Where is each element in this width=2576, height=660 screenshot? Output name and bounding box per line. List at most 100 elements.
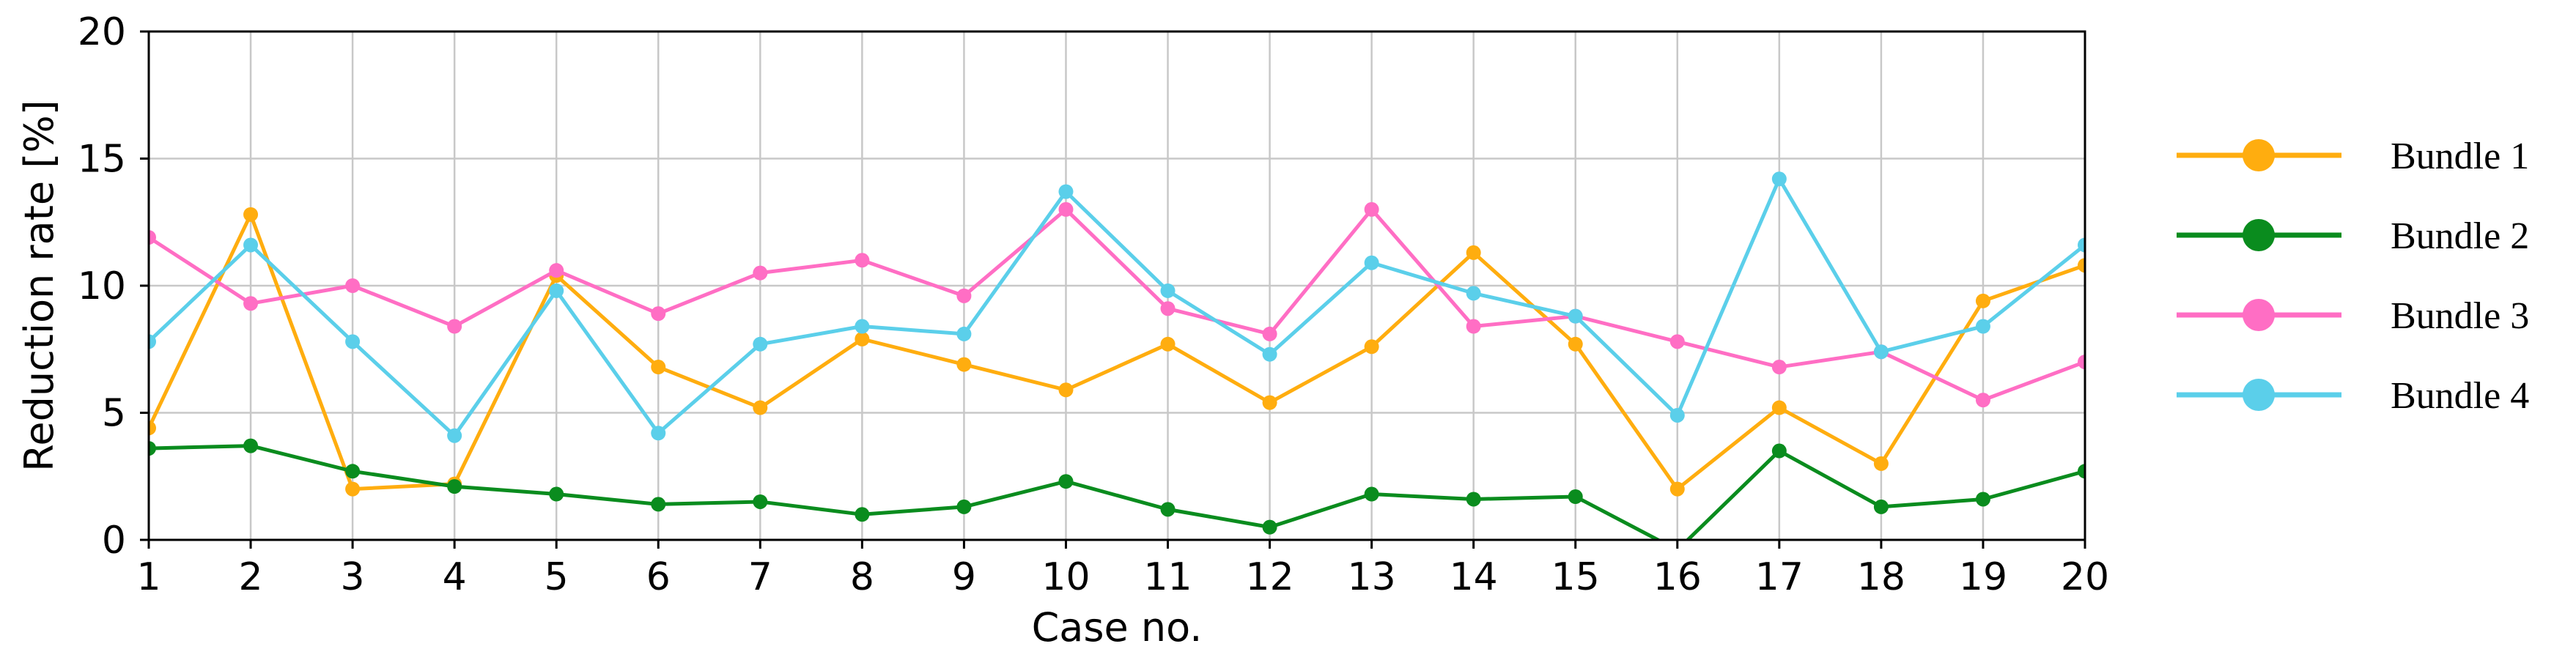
x-axis-title: Case no.: [1032, 604, 1203, 650]
data-point: [243, 296, 259, 311]
data-point: [1466, 245, 1481, 260]
y-tick-label: 20: [78, 10, 126, 54]
data-point: [345, 334, 361, 349]
x-tick-label: 11: [1143, 555, 1192, 599]
data-point: [855, 331, 870, 346]
data-point: [753, 400, 768, 415]
data-point: [447, 428, 462, 443]
series-line: [149, 444, 2085, 540]
series-2: [149, 438, 2085, 540]
data-point: [149, 420, 156, 436]
x-tick-label: 7: [748, 555, 772, 599]
data-point: [1669, 407, 1685, 423]
data-point: [1975, 319, 1990, 334]
data-point: [956, 288, 972, 303]
data-point: [956, 357, 972, 372]
legend: Bundle 1 Bundle 2 Bundle 3 Bundle 4: [2177, 136, 2529, 417]
x-tick-label: 9: [952, 555, 976, 599]
data-point: [549, 283, 564, 298]
data-point: [2078, 464, 2085, 479]
data-point: [243, 438, 259, 453]
series-line: [149, 212, 2085, 492]
x-tick-label: 5: [545, 555, 569, 599]
data-point: [956, 326, 972, 341]
data-point: [1160, 336, 1176, 352]
x-tick-label: 18: [1857, 555, 1905, 599]
data-point: [2078, 237, 2085, 253]
data-point: [1466, 492, 1481, 507]
data-point: [855, 253, 870, 268]
data-point: [753, 265, 768, 281]
data-point: [1771, 360, 1787, 375]
y-tick-label: 15: [78, 138, 126, 182]
y-tick-label: 0: [102, 519, 126, 563]
series-line: [149, 207, 2085, 402]
x-tick-label: 17: [1755, 555, 1804, 599]
x-tick-label: 10: [1041, 555, 1090, 599]
data-point: [1669, 481, 1685, 497]
legend-marker: [2243, 379, 2275, 411]
data-point: [1568, 336, 1583, 352]
data-point: [345, 464, 361, 479]
data-point: [1058, 201, 1074, 217]
data-point: [1669, 334, 1685, 349]
data-point: [1364, 339, 1379, 355]
data-point: [1771, 443, 1787, 459]
x-tick-label: 2: [239, 555, 263, 599]
data-point: [345, 278, 361, 293]
data-point: [1771, 400, 1787, 415]
data-point: [1466, 319, 1481, 334]
data-point: [549, 263, 564, 278]
x-tick-label: 3: [341, 555, 365, 599]
data-point: [1975, 293, 1990, 308]
data-point: [1873, 499, 1889, 514]
legend-label: Bundle 3: [2391, 295, 2529, 337]
data-point: [149, 334, 156, 349]
legend-marker: [2243, 139, 2275, 171]
data-point: [651, 497, 666, 512]
y-tick-label: 5: [102, 392, 126, 436]
data-point: [243, 207, 259, 222]
data-point: [753, 494, 768, 509]
data-point: [651, 426, 666, 441]
series-line: [149, 177, 2085, 438]
series-4: [149, 171, 2085, 443]
data-point: [1975, 393, 1990, 408]
data-point: [1873, 456, 1889, 471]
x-tick-label: 16: [1653, 555, 1702, 599]
legend-label: Bundle 1: [2391, 136, 2529, 177]
x-tick-label: 15: [1551, 555, 1600, 599]
legend-item: Bundle 3: [2177, 295, 2529, 337]
legend-label: Bundle 4: [2391, 375, 2529, 417]
data-point: [753, 336, 768, 352]
x-tick-labels: 1 2 3 4 5 6 7 8 9 10 11 12 13 14 15 16 17 18 19 20: [136, 540, 2109, 599]
x-tick-label: 13: [1348, 555, 1396, 599]
data-point: [149, 230, 156, 245]
series-lines: [149, 171, 2085, 540]
x-tick-label: 6: [646, 555, 671, 599]
data-point: [1058, 184, 1074, 199]
data-point: [1771, 171, 1787, 187]
legend-item: Bundle 4: [2177, 375, 2529, 417]
data-point: [1160, 301, 1176, 316]
data-point: [447, 319, 462, 334]
y-tick-label: 10: [78, 264, 126, 308]
data-point: [1262, 326, 1277, 341]
legend-label: Bundle 2: [2391, 215, 2529, 257]
data-point: [1568, 489, 1583, 505]
data-point: [1160, 502, 1176, 517]
data-point: [1568, 308, 1583, 324]
data-point: [345, 481, 361, 497]
y-axis-title: Reduction rate [%]: [16, 100, 62, 471]
data-point: [1262, 346, 1277, 362]
y-tick-labels: 0 5 10 15 20: [78, 10, 149, 563]
data-point: [1364, 486, 1379, 502]
data-point: [2078, 258, 2085, 273]
legend-marker: [2243, 299, 2275, 331]
legend-marker: [2243, 219, 2275, 251]
data-point: [1364, 255, 1379, 270]
legend-item: Bundle 1: [2177, 136, 2529, 177]
data-point: [651, 360, 666, 375]
